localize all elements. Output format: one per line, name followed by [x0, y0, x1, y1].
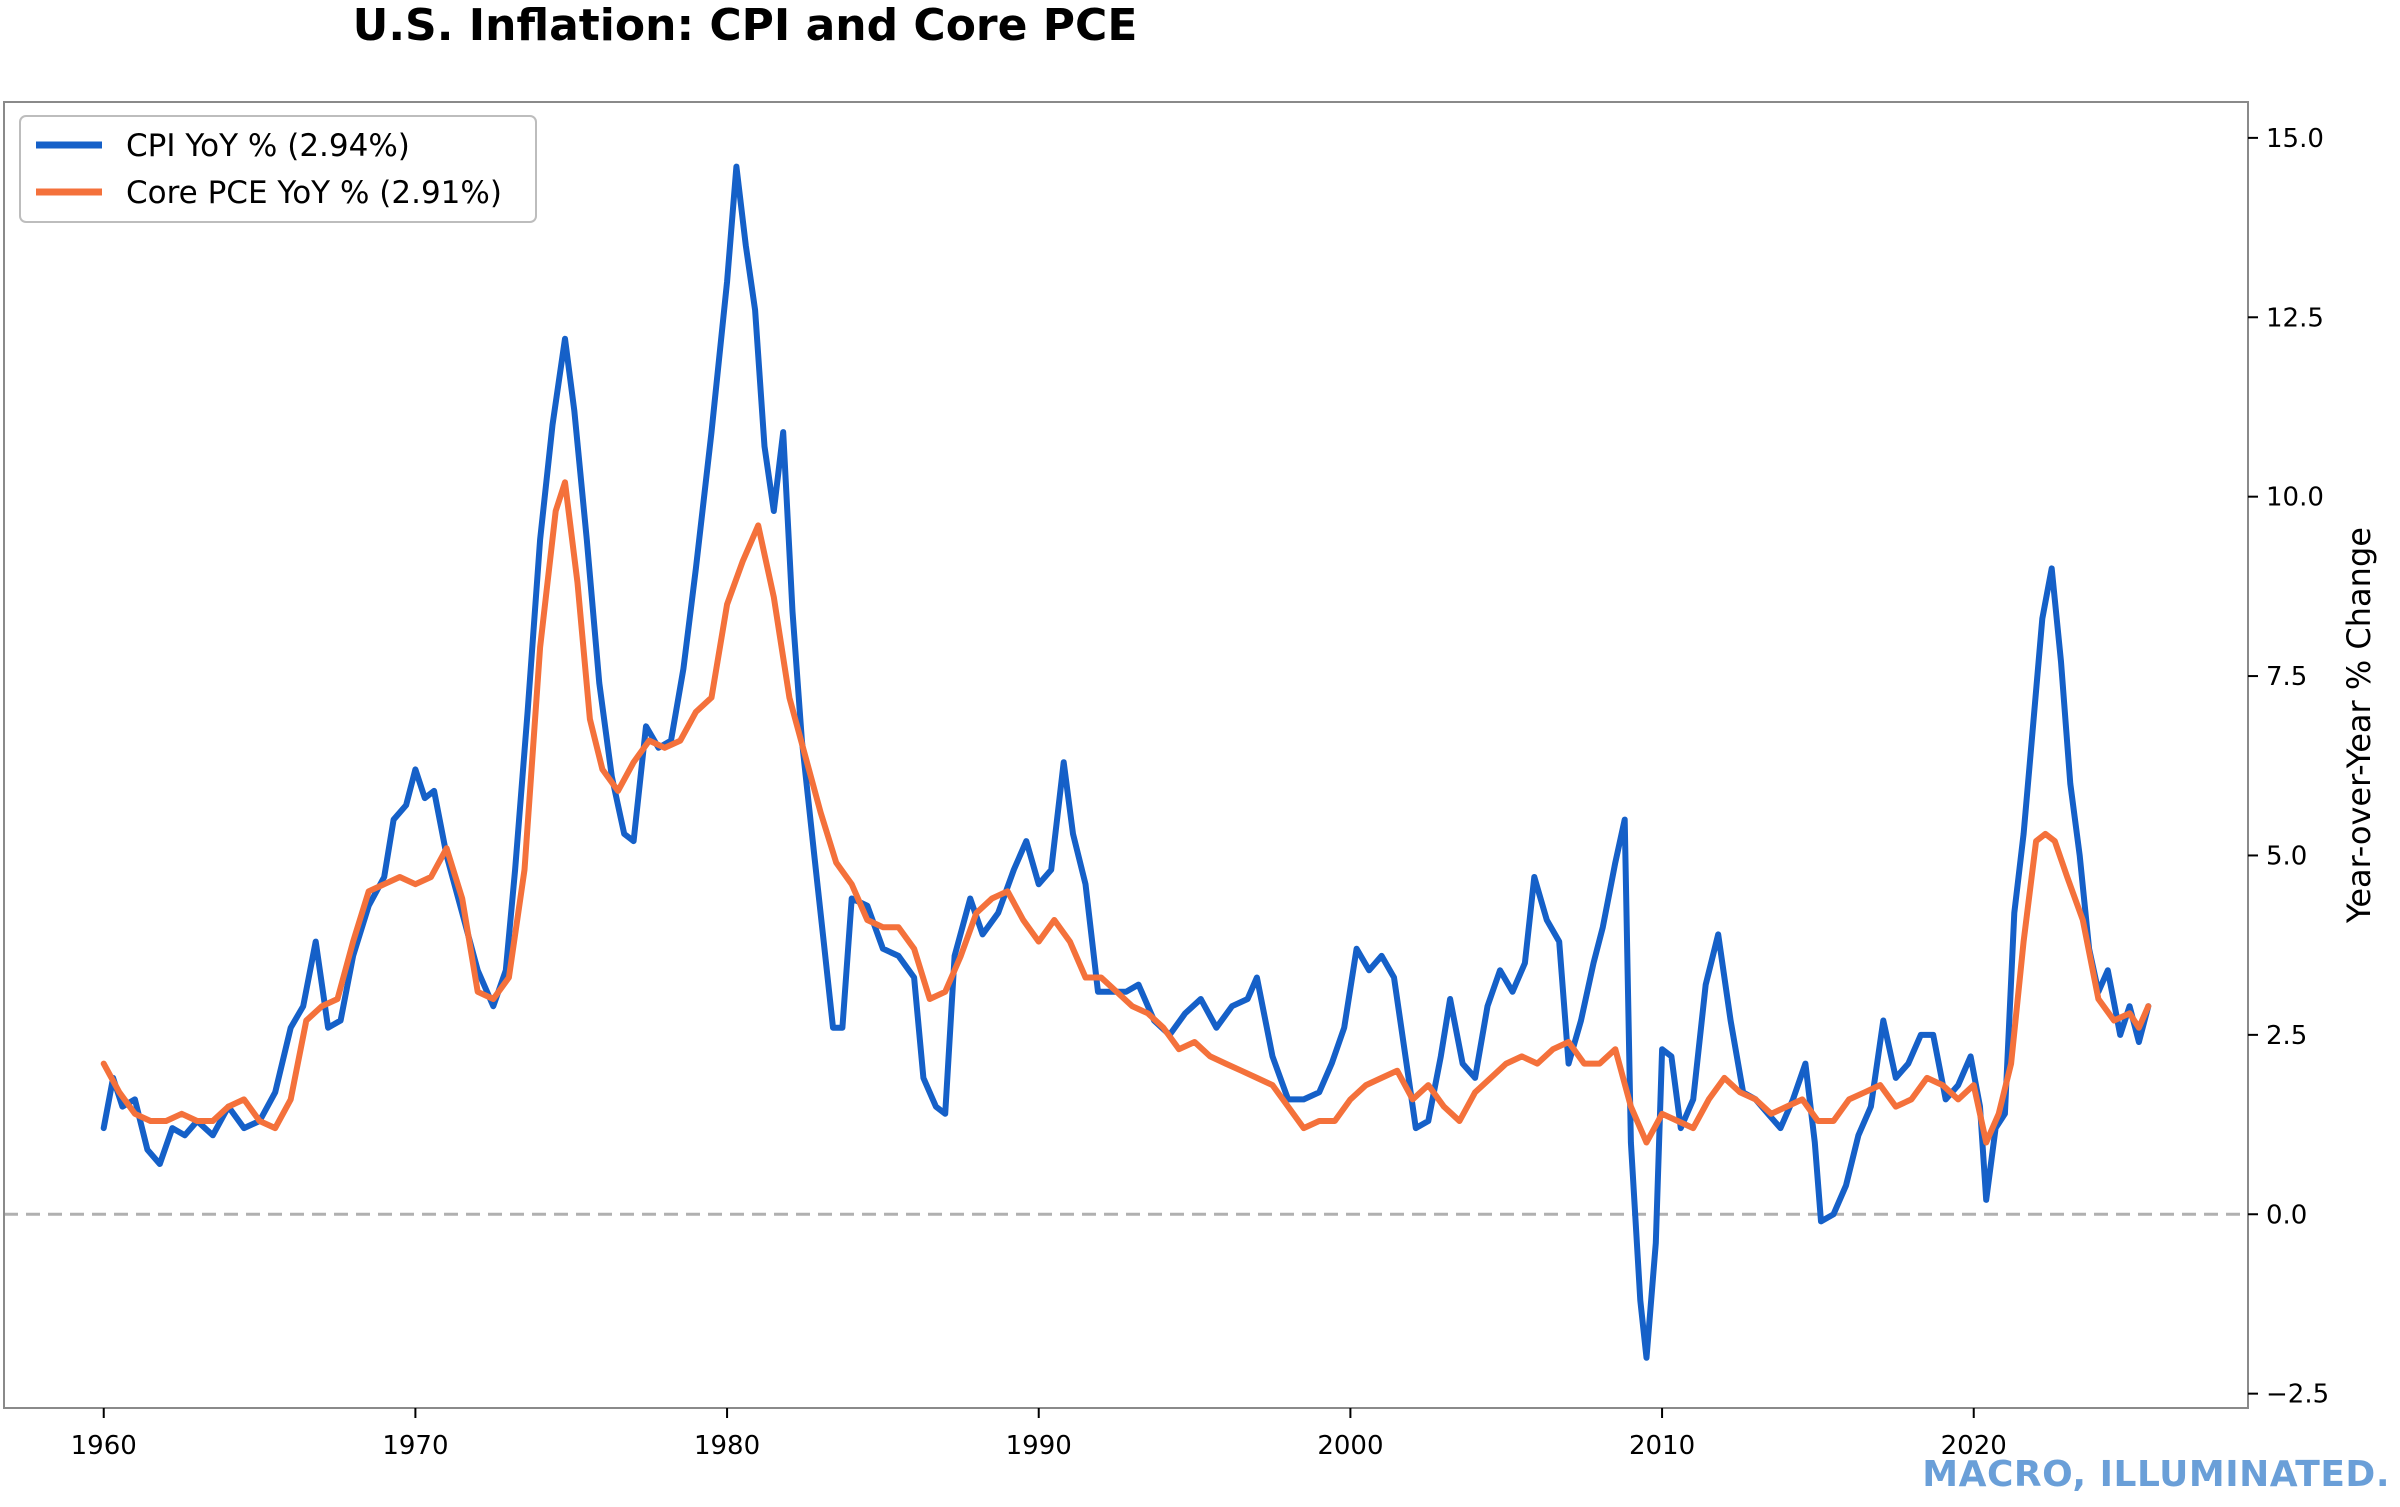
plot-frame [3, 101, 2249, 1409]
y-axis-label: Year-over-Year % Change [2340, 527, 2378, 924]
legend-label-core-pce: Core PCE YoY % (2.91%) [126, 175, 502, 211]
x-tick-label: 2020 [1941, 1431, 2007, 1461]
watermark: MACRO, ILLUMINATED. [1922, 1454, 2390, 1495]
y-tick-label: 2.5 [2266, 1021, 2307, 1051]
y-tick-label: 7.5 [2266, 662, 2307, 692]
x-tick-label: 1960 [71, 1431, 137, 1461]
x-tick-label: 1970 [382, 1431, 448, 1461]
x-tick-label: 1990 [1006, 1431, 1072, 1461]
x-tick-label: 1980 [694, 1431, 760, 1461]
y-tick-label: −2.5 [2266, 1380, 2329, 1410]
y-tick-label: 15.0 [2266, 124, 2324, 154]
y-tick-label: 0.0 [2266, 1200, 2307, 1230]
y-tick-label: 10.0 [2266, 483, 2324, 513]
cpi-yoy-line [100, 163, 2152, 1361]
core-pce-yoy-line [100, 479, 2152, 1146]
y-tick-label: 5.0 [2266, 841, 2307, 871]
legend-label-cpi: CPI YoY % (2.94%) [126, 128, 410, 164]
x-tick-label: 2010 [1629, 1431, 1695, 1461]
chart-title: U.S. Inflation: CPI and Core PCE [352, 0, 1138, 51]
legend-box [19, 115, 537, 223]
x-tick-label: 2000 [1317, 1431, 1383, 1461]
y-tick-label: 12.5 [2266, 303, 2324, 333]
